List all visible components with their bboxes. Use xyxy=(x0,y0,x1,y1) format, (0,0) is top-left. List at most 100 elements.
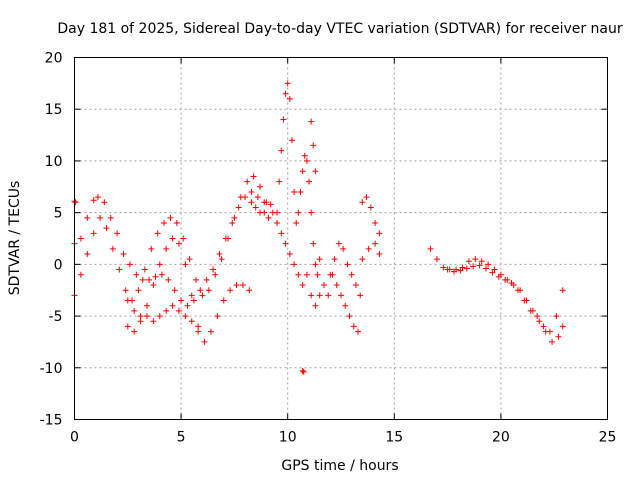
data-point xyxy=(148,245,155,252)
data-point xyxy=(216,251,223,258)
data-point xyxy=(357,292,364,299)
data-point xyxy=(476,262,483,269)
data-point xyxy=(199,292,206,299)
data-point xyxy=(167,214,174,221)
data-point xyxy=(485,261,492,268)
data-point xyxy=(212,271,219,278)
data-point xyxy=(116,266,123,273)
data-point xyxy=(514,287,521,294)
y-tick-label: 0 xyxy=(54,257,63,273)
data-point xyxy=(122,287,129,294)
data-point xyxy=(203,276,210,283)
data-point xyxy=(77,271,84,278)
data-point xyxy=(303,157,310,164)
data-point xyxy=(340,245,347,252)
data-point xyxy=(184,302,191,309)
data-point xyxy=(186,256,193,263)
x-tick-label: 10 xyxy=(279,430,297,446)
data-point xyxy=(150,282,157,289)
data-point xyxy=(237,194,244,201)
y-tick-label: -15 xyxy=(40,413,63,429)
data-point xyxy=(331,256,338,263)
data-point xyxy=(348,271,355,278)
data-points xyxy=(71,80,566,375)
data-point xyxy=(527,307,534,314)
data-point xyxy=(180,235,187,242)
data-point xyxy=(316,256,323,263)
data-point xyxy=(312,168,319,175)
data-point xyxy=(207,328,214,335)
data-point xyxy=(124,297,131,304)
data-point xyxy=(301,152,308,159)
data-point xyxy=(376,251,383,258)
data-point xyxy=(254,194,261,201)
data-point xyxy=(291,261,298,268)
data-point xyxy=(161,219,168,226)
y-tick-label: 10 xyxy=(45,154,63,170)
data-point xyxy=(188,318,195,325)
data-point xyxy=(190,297,197,304)
data-point xyxy=(227,287,234,294)
data-point xyxy=(97,214,104,221)
data-point xyxy=(327,271,334,278)
data-point xyxy=(352,282,359,289)
data-point xyxy=(502,276,509,283)
data-point xyxy=(156,313,163,320)
data-point xyxy=(365,245,372,252)
data-point xyxy=(188,292,195,299)
data-point xyxy=(299,367,306,374)
data-point xyxy=(300,368,307,375)
data-point xyxy=(459,264,466,271)
data-point xyxy=(312,261,319,268)
data-point xyxy=(295,209,302,216)
data-point xyxy=(141,266,148,273)
series-C xyxy=(124,235,253,345)
data-point xyxy=(308,292,315,299)
data-point xyxy=(252,204,259,211)
data-point xyxy=(465,258,472,265)
data-point xyxy=(178,297,185,304)
data-point xyxy=(308,209,315,216)
data-point xyxy=(248,199,255,206)
data-point xyxy=(248,188,255,195)
grid xyxy=(74,57,608,420)
data-point xyxy=(359,199,366,206)
data-point xyxy=(169,235,176,242)
data-point xyxy=(124,323,131,330)
x-axis-title: GPS time / hours xyxy=(281,458,398,474)
data-point xyxy=(229,219,236,226)
data-point xyxy=(163,245,170,252)
data-point xyxy=(333,282,340,289)
x-tick-label: 25 xyxy=(599,430,617,446)
data-point xyxy=(182,313,189,320)
data-point xyxy=(521,297,528,304)
data-point xyxy=(197,287,204,294)
data-point xyxy=(444,266,451,273)
data-point xyxy=(278,230,285,237)
data-point xyxy=(367,204,374,211)
data-point xyxy=(508,279,515,286)
data-point xyxy=(274,219,281,226)
data-point xyxy=(293,219,300,226)
data-point xyxy=(282,240,289,247)
data-point xyxy=(440,264,447,271)
data-point xyxy=(169,302,176,309)
data-point xyxy=(150,318,157,325)
data-point xyxy=(310,240,317,247)
data-point xyxy=(94,194,101,201)
series-H xyxy=(308,118,319,175)
data-point xyxy=(154,230,161,237)
data-point xyxy=(244,178,251,185)
data-point xyxy=(310,142,317,149)
data-point xyxy=(72,199,79,206)
data-point xyxy=(553,313,560,320)
data-point xyxy=(342,302,349,309)
data-point xyxy=(280,116,287,123)
data-point xyxy=(165,276,172,283)
series-M xyxy=(444,262,566,335)
data-point xyxy=(175,307,182,314)
data-point xyxy=(308,118,315,125)
data-point xyxy=(193,276,200,283)
